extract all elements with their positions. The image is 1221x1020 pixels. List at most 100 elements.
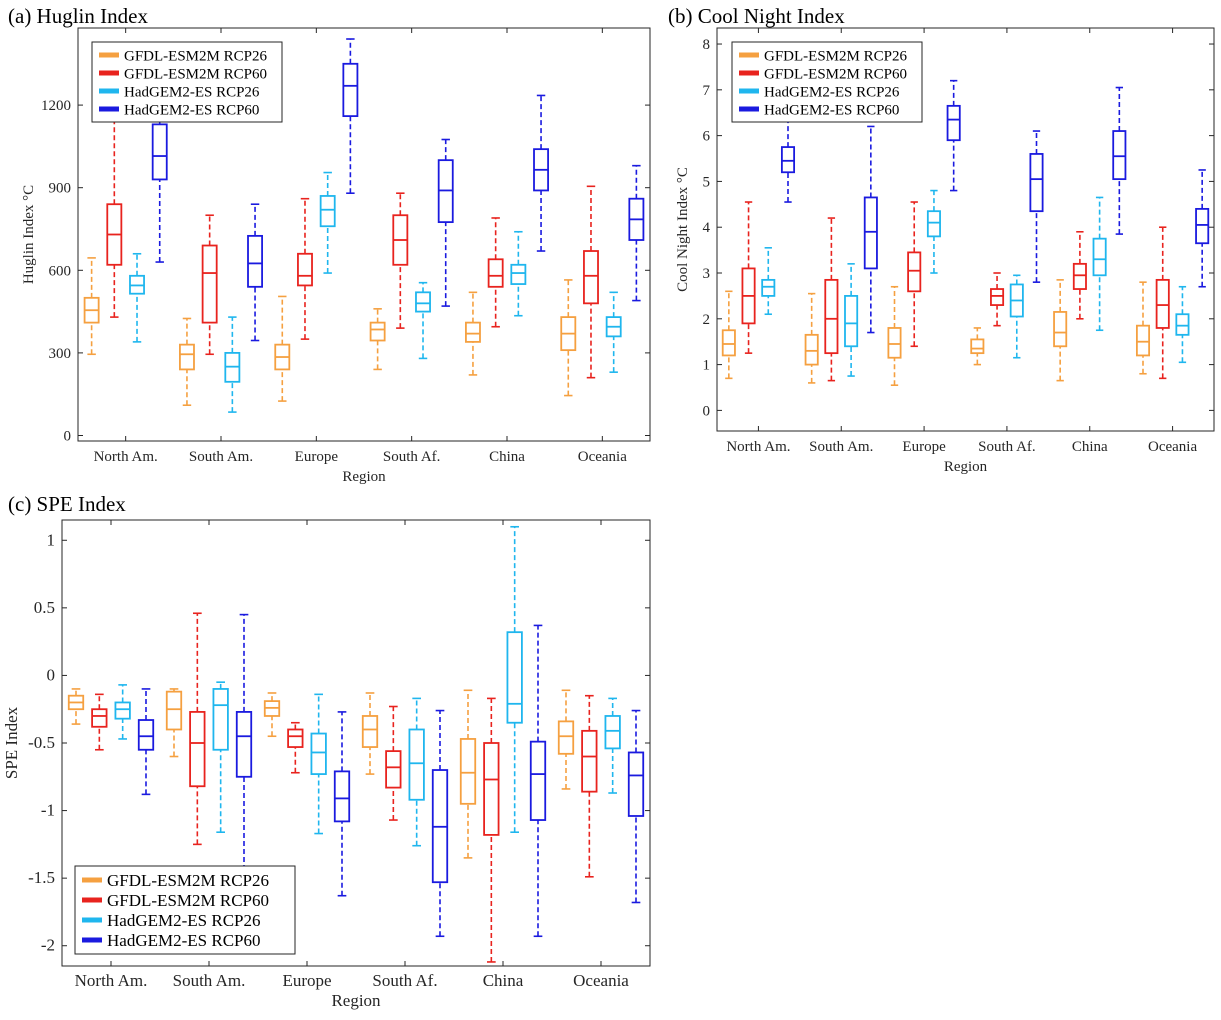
chart-cool-night-index: 0 1 2 3 4 5 6 7 8 North Am. South Am. Europe South A… [675, 27, 1215, 475]
box-iqr [907, 251, 922, 293]
box-iqr [824, 278, 839, 355]
box-iqr [212, 688, 229, 751]
box-plot [529, 624, 547, 938]
legend-entry: GFDL-ESM2M RCP60 [107, 891, 269, 910]
box-plot [459, 689, 477, 859]
box-iqr [342, 62, 359, 118]
x-axis-label: Region [331, 991, 381, 1010]
y-axis-label: Huglin Index °C [21, 185, 37, 284]
box-iqr [1029, 153, 1044, 213]
y-tick-label: 7 [703, 83, 711, 99]
x-tick-label: South Am. [173, 971, 246, 990]
box-plot [581, 694, 598, 878]
box-plot [1155, 226, 1170, 380]
box-plot [907, 201, 922, 348]
box-plot [1092, 196, 1107, 332]
y-tick-label: 600 [49, 263, 72, 279]
y-tick-label: 1 [703, 358, 711, 374]
chart-huglin-index: 0 300 600 900 1200 North Am. South Am. Europe So… [21, 27, 651, 485]
box-iqr [1155, 278, 1170, 329]
box-plot [333, 711, 351, 897]
x-tick-label: North Am. [726, 439, 790, 455]
box-iqr [581, 729, 598, 793]
box-plot [287, 721, 304, 774]
box-plot [1175, 285, 1190, 364]
box-iqr [780, 146, 796, 174]
box-plot [83, 257, 100, 356]
box-plot [106, 113, 123, 318]
legend-entry: HadGEM2-ES RCP60 [764, 102, 899, 118]
box-iqr [408, 728, 425, 801]
box-plot [342, 38, 359, 194]
legend-entry: HadGEM2-ES RCP60 [107, 931, 260, 950]
x-tick-label: Europe [902, 439, 946, 455]
box-plot [91, 693, 108, 751]
box-plot [465, 291, 481, 376]
box-iqr [583, 250, 599, 305]
y-tick-label: 0 [64, 428, 72, 444]
box-iqr [844, 295, 859, 348]
box-iqr [465, 321, 481, 343]
box-iqr [1053, 311, 1068, 348]
box-plot [319, 171, 336, 274]
box-iqr [1135, 324, 1151, 357]
box-plot [1072, 230, 1087, 320]
box-iqr [385, 750, 402, 789]
box-iqr [721, 329, 736, 357]
box-iqr [804, 333, 819, 366]
y-tick-label: 6 [703, 129, 711, 145]
legend-entry: HadGEM2-ES RCP26 [764, 84, 900, 100]
box-plot [533, 94, 549, 252]
box-plot [431, 709, 449, 938]
y-tick-label: 1200 [41, 98, 71, 114]
box-plot [863, 125, 878, 334]
legend-entry: GFDL-ESM2M RCP60 [124, 66, 267, 82]
x-tick-label: Oceania [1148, 439, 1197, 455]
box-plot [392, 192, 409, 329]
x-tick-label: South Af. [978, 439, 1036, 455]
x-tick-label: North Am. [75, 971, 148, 990]
box-plot [604, 697, 621, 794]
box-plot [408, 697, 425, 847]
box-plot [557, 689, 575, 790]
panel-title: (a) Huglin Index [8, 4, 148, 28]
box-iqr [1112, 130, 1127, 181]
box-plot [137, 688, 155, 796]
box-iqr [91, 708, 108, 728]
y-tick-label: 300 [49, 346, 72, 362]
box-plot [721, 290, 736, 380]
box-plot [114, 684, 131, 740]
box-plot [506, 525, 523, 834]
chart-panel-cool-night-index: (b) Cool Night Index 0 1 2 3 4 5 6 7 8 North Am. S… [660, 0, 1221, 490]
box-plot [369, 308, 386, 371]
y-tick-label: 900 [49, 181, 72, 197]
x-tick-label: Europe [282, 971, 331, 990]
box-plot [224, 316, 241, 413]
box-iqr [287, 728, 304, 748]
chart-spe-index: 1 0.5 0 -0.5 -1 -1.5 -2 North Am. South Am. Europ… [2, 519, 651, 1010]
box-plot [165, 688, 183, 758]
box-plot [129, 252, 145, 343]
box-plot [67, 688, 85, 725]
box-iqr [179, 343, 195, 371]
box-plot [761, 247, 776, 316]
box-iqr [510, 263, 527, 285]
box-plot [970, 327, 985, 366]
y-tick-label: 4 [703, 220, 711, 236]
box-plot [415, 281, 431, 360]
box-iqr [333, 770, 351, 823]
x-tick-label: China [483, 971, 524, 990]
box-plot [824, 217, 839, 382]
x-tick-label: China [1072, 439, 1108, 455]
box-iqr [151, 123, 168, 181]
y-tick-label: 0.5 [34, 598, 55, 617]
box-plot [926, 189, 941, 274]
legend-entry: HadGEM2-ES RCP26 [124, 84, 260, 100]
box-plot [212, 681, 229, 834]
legend-box [91, 41, 283, 123]
box-iqr [926, 210, 941, 238]
box-iqr [235, 711, 253, 778]
box-iqr [483, 742, 500, 836]
